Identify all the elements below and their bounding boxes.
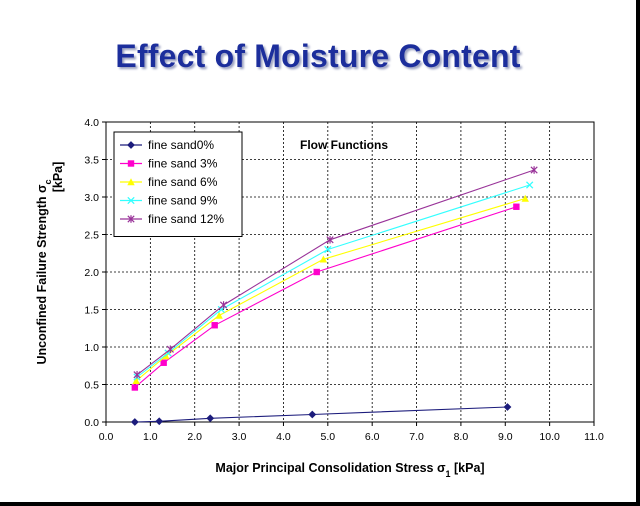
- data-point: [219, 301, 228, 309]
- series-layer: [130, 166, 538, 426]
- x-tick-label: 3.0: [232, 431, 247, 443]
- x-tick-label: 10.0: [539, 431, 560, 443]
- legend-entry: fine sand 6%: [120, 175, 218, 189]
- x-axis-title-sub: 1: [446, 469, 451, 479]
- x-tick-label: 8.0: [454, 431, 469, 443]
- legend-label: fine sand0%: [148, 138, 214, 152]
- data-point: [319, 255, 328, 263]
- y-tick-label: 2.0: [84, 267, 99, 279]
- chart-annotation: Flow Functions: [300, 138, 388, 152]
- y-axis-title-line1: Unconfined Failure Strength σc: [35, 179, 53, 364]
- y-tick-label: 2.5: [84, 230, 99, 242]
- data-point: [324, 245, 332, 254]
- series-line: [134, 406, 508, 423]
- y-tick-label: 3.0: [84, 192, 99, 204]
- data-point: [130, 418, 139, 426]
- marker-stroke: [526, 181, 534, 189]
- legend-label: fine sand 9%: [148, 194, 218, 208]
- legend-entry: fine sand 9%: [120, 194, 218, 208]
- series-4: [133, 166, 538, 379]
- series-1: [131, 203, 520, 391]
- legend-entry: fine sand0%: [120, 138, 214, 152]
- legend: fine sand0% fine sand 3% fine sand 6% fine …: [113, 131, 243, 237]
- legend-marker: [127, 160, 135, 167]
- x-axis-title: Major Principal Consolidation Stress σ1 …: [215, 461, 484, 479]
- marker-stroke: [127, 196, 135, 205]
- legend-label: fine sand 12%: [148, 212, 224, 226]
- ticks: 0.0 1.0 2.0 3.0 4.0 5.0 6.0 7.0 8.0 9.0 10.0 11.0 0.…: [84, 117, 604, 443]
- data-point: [503, 403, 512, 411]
- data-point: [308, 410, 317, 419]
- y-tick-label: 3.5: [84, 155, 99, 167]
- legend-entry: fine sand 12%: [120, 212, 224, 226]
- y-tick-label: 4.0: [84, 117, 99, 129]
- x-tick-label: 9.0: [498, 431, 513, 443]
- y-axis-title: Unconfined Failure Strength σc [kPa]: [35, 162, 65, 365]
- x-tick-label: 2.0: [187, 431, 202, 443]
- x-tick-label: 7.0: [409, 431, 424, 443]
- data-point: [530, 166, 538, 174]
- x-tick-label: 6.0: [365, 431, 380, 443]
- data-point: [211, 322, 218, 329]
- data-point: [206, 414, 215, 423]
- data-point: [166, 345, 174, 354]
- y-tick-label: 0.0: [84, 417, 99, 429]
- legend-label: fine sand 6%: [148, 175, 218, 189]
- data-point: [131, 384, 139, 391]
- data-point: [160, 359, 167, 366]
- y-tick-label: 0.5: [84, 380, 99, 392]
- series-0: [130, 403, 512, 426]
- legend-marker: [127, 196, 135, 205]
- y-axis-title-sub: c: [43, 179, 53, 184]
- x-tick-label: 1.0: [143, 431, 158, 443]
- x-axis-title-main: Major Principal Consolidation Stress σ: [215, 461, 446, 475]
- x-tick-label: 0.0: [99, 431, 114, 443]
- data-point: [313, 268, 320, 276]
- slide-title: Effect of Moisture Content: [115, 38, 521, 74]
- marker-stroke: [324, 245, 332, 254]
- y-axis-title-unit: [kPa]: [51, 162, 65, 193]
- data-point: [132, 377, 140, 384]
- legend-marker: [127, 178, 135, 186]
- data-point: [526, 181, 534, 189]
- x-axis-title-suffix: [kPa]: [451, 461, 485, 475]
- data-point: [521, 194, 529, 202]
- legend-marker: [127, 215, 135, 223]
- data-point: [155, 417, 164, 426]
- y-axis-title-main: Unconfined Failure Strength σ: [35, 184, 49, 365]
- legend-label: fine sand 3%: [148, 157, 218, 171]
- x-tick-label: 11.0: [584, 431, 604, 443]
- data-point: [133, 370, 141, 379]
- legend-entry: fine sand 3%: [120, 157, 218, 171]
- x-tick-label: 4.0: [276, 431, 291, 443]
- data-point: [215, 311, 223, 319]
- legend-marker: [127, 141, 135, 149]
- y-tick-label: 1.5: [84, 305, 99, 317]
- y-tick-label: 1.0: [84, 342, 99, 354]
- x-tick-label: 5.0: [321, 431, 336, 443]
- data-point: [513, 203, 520, 210]
- series-3: [133, 181, 534, 381]
- data-point: [326, 235, 334, 244]
